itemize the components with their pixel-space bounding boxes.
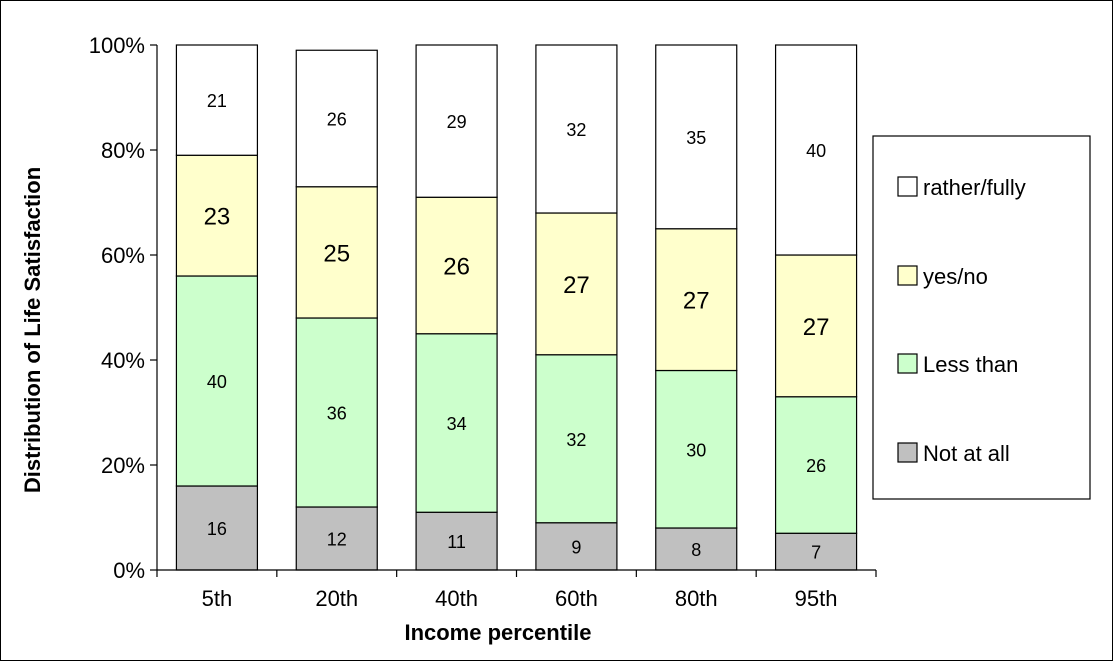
bar-segment-yes-no — [535, 212, 618, 356]
data-label: 25 — [323, 240, 350, 267]
y-tick-label: 80% — [101, 138, 145, 163]
bar-segment-rather-fully — [535, 44, 618, 214]
legend-swatch — [897, 442, 918, 463]
bar-segment-less-than — [535, 354, 618, 524]
legend-swatch — [897, 265, 918, 286]
data-label: 12 — [327, 530, 347, 550]
legend-item: yes/no — [897, 264, 988, 289]
data-label: 11 — [447, 532, 466, 552]
x-tick-label: 60th — [555, 586, 598, 611]
data-label: 7 — [811, 543, 821, 563]
bar-stack-60th: 9 32 27 32 — [535, 44, 618, 571]
bars: 16 40 23 21 12 36 25 26 11 34 26 29 9 32 27 32 8 30 27 35 7 2… — [175, 44, 858, 571]
data-label: 23 — [204, 204, 231, 231]
legend-item: rather/fully — [897, 175, 1026, 200]
data-label: 40 — [806, 141, 826, 161]
data-label: 34 — [447, 414, 467, 434]
data-label: 29 — [447, 112, 467, 132]
legend-swatch — [897, 176, 918, 197]
bar-stack-95th: 7 26 27 40 — [774, 44, 858, 571]
data-label: 27 — [683, 288, 710, 315]
data-label: 27 — [803, 314, 830, 341]
bar-segment-not-at-all — [295, 506, 378, 571]
bar-segment-not-at-all — [175, 485, 259, 571]
bar-stack-5th: 16 40 23 21 — [175, 44, 259, 571]
y-tick-label: 40% — [101, 348, 145, 373]
data-label: 27 — [563, 272, 590, 299]
bar-segment-less-than — [774, 396, 858, 534]
y-tick-label: 0% — [113, 558, 145, 583]
bar-segment-not-at-all — [655, 527, 738, 571]
x-tick-label: 80th — [675, 586, 718, 611]
data-label: 26 — [806, 456, 826, 476]
bar-segment-yes-no — [415, 196, 498, 335]
data-label: 32 — [566, 120, 586, 140]
x-axis-title: Income percentile — [404, 620, 591, 645]
bar-segment-less-than — [295, 317, 378, 508]
bar-segment-rather-fully — [175, 44, 259, 156]
bar-segment-rather-fully — [774, 44, 858, 256]
x-tick-label: 20th — [315, 586, 358, 611]
bar-segment-less-than — [175, 275, 259, 487]
bar-stack-80th: 8 30 27 35 — [655, 44, 738, 571]
data-label: 21 — [207, 91, 227, 111]
data-label: 26 — [327, 110, 347, 130]
x-tick-label: 40th — [435, 586, 478, 611]
data-label: 8 — [691, 540, 701, 560]
data-label: 26 — [443, 254, 470, 281]
data-label: 30 — [686, 440, 706, 460]
bar-segment-not-at-all — [415, 511, 498, 571]
bar-stack-20th: 12 36 25 26 — [295, 49, 378, 571]
legend: rather/fully yes/no Less than Not at all — [872, 135, 1091, 500]
x-tick-label: 95th — [795, 586, 838, 611]
y-tick-label: 60% — [101, 243, 145, 268]
bar-segment-yes-no — [295, 186, 378, 319]
data-label: 36 — [327, 404, 347, 424]
data-label: 40 — [207, 372, 227, 392]
bar-segment-less-than — [415, 333, 498, 513]
bar-segment-rather-fully — [415, 44, 498, 198]
bar-segment-less-than — [655, 369, 738, 529]
y-axis: 0% 20% 40% 60% 80% 100% — [89, 33, 158, 583]
y-tick-label: 20% — [101, 453, 145, 478]
y-axis-title: Distribution of Life Satisfaction — [20, 167, 45, 493]
data-label: 32 — [566, 430, 586, 450]
legend-swatch — [897, 353, 918, 374]
bar-stack-40th: 11 34 26 29 — [415, 44, 498, 571]
data-label: 9 — [571, 537, 581, 557]
bar-segment-yes-no — [175, 154, 259, 277]
bar-segment-rather-fully — [655, 44, 738, 230]
legend-item: Not at all — [897, 441, 1010, 466]
data-label: 35 — [686, 128, 706, 148]
x-tick-label: 5th — [202, 586, 233, 611]
legend-label: Less than — [923, 352, 1018, 377]
bar-segment-rather-fully — [295, 49, 378, 188]
legend-label: yes/no — [923, 264, 988, 289]
legend-label: Not at all — [923, 441, 1010, 466]
legend-label: rather/fully — [923, 175, 1026, 200]
y-tick-label: 100% — [89, 33, 145, 58]
legend-item: Less than — [897, 352, 1018, 377]
bar-segment-yes-no — [655, 228, 738, 372]
bar-segment-yes-no — [774, 254, 858, 398]
x-axis: 5th 20th 40th 60th 80th 95th — [156, 569, 877, 611]
data-label: 16 — [207, 519, 227, 539]
bar-segment-not-at-all — [535, 522, 618, 571]
